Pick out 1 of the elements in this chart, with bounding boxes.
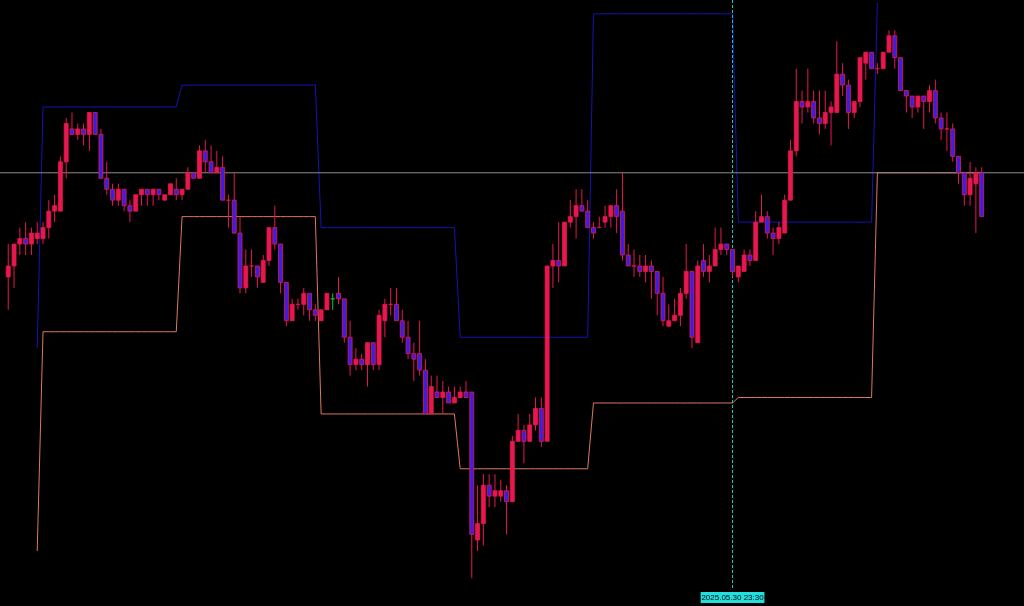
text: 2025.05.30 23:30 xyxy=(701,592,765,602)
